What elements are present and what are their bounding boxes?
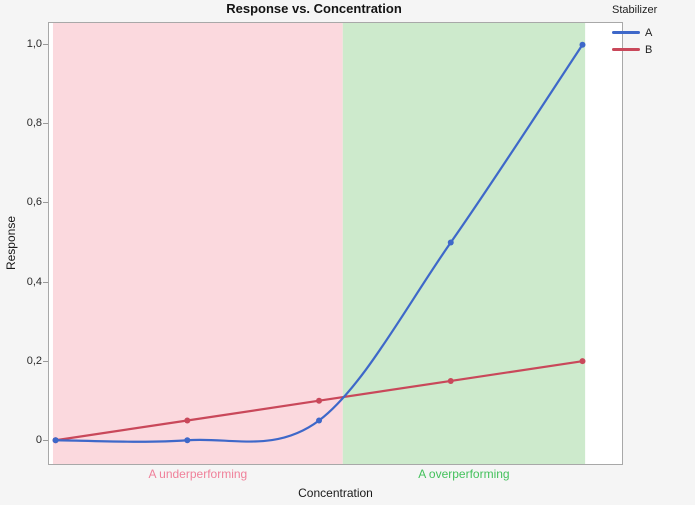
y-tick-label: 0,6	[26, 196, 42, 209]
series-a-line-swatch	[612, 31, 640, 34]
y-tick-mark	[43, 123, 48, 125]
data-point-a[interactable]	[316, 417, 323, 424]
data-point-a[interactable]	[184, 437, 191, 444]
legend: Stabilizer A B	[612, 4, 657, 58]
region-label: A underperforming	[148, 467, 248, 481]
data-point-b[interactable]	[316, 397, 323, 404]
x-axis-title: Concentration	[298, 486, 373, 500]
reference-region	[342, 23, 586, 464]
y-tick-label: 0,2	[26, 354, 42, 367]
y-tick-mark	[43, 44, 48, 46]
legend-title: Stabilizer	[612, 4, 658, 16]
data-point-a[interactable]	[579, 41, 586, 48]
y-tick-mark	[43, 281, 48, 283]
y-tick-label: 0,8	[26, 117, 42, 130]
region-label: A overperforming	[418, 467, 510, 481]
data-point-a[interactable]	[447, 239, 454, 246]
y-tick-mark	[43, 202, 48, 204]
y-tick-mark	[43, 360, 48, 362]
legend-item-label: B	[645, 43, 653, 56]
data-point-b[interactable]	[447, 377, 454, 384]
chart-title: Response vs. Concentration	[226, 1, 402, 16]
y-axis: Response	[0, 22, 22, 465]
legend-item-b[interactable]: B	[612, 41, 657, 58]
reference-region	[52, 23, 343, 464]
series-b-line-swatch	[612, 48, 640, 51]
y-tick-label: 1,0	[26, 38, 42, 51]
legend-item-label: A	[645, 26, 653, 39]
legend-item-a[interactable]: A	[612, 24, 657, 41]
y-tick-label: 0,4	[26, 275, 42, 288]
y-tick-label: 0	[35, 433, 42, 446]
y-axis-title: Response	[4, 216, 18, 271]
data-point-a[interactable]	[52, 437, 59, 444]
data-point-b[interactable]	[579, 358, 586, 365]
data-point-b[interactable]	[184, 417, 191, 424]
y-tick-mark	[43, 439, 48, 441]
plot-area[interactable]	[48, 22, 623, 465]
series-a-line[interactable]	[54, 43, 584, 443]
